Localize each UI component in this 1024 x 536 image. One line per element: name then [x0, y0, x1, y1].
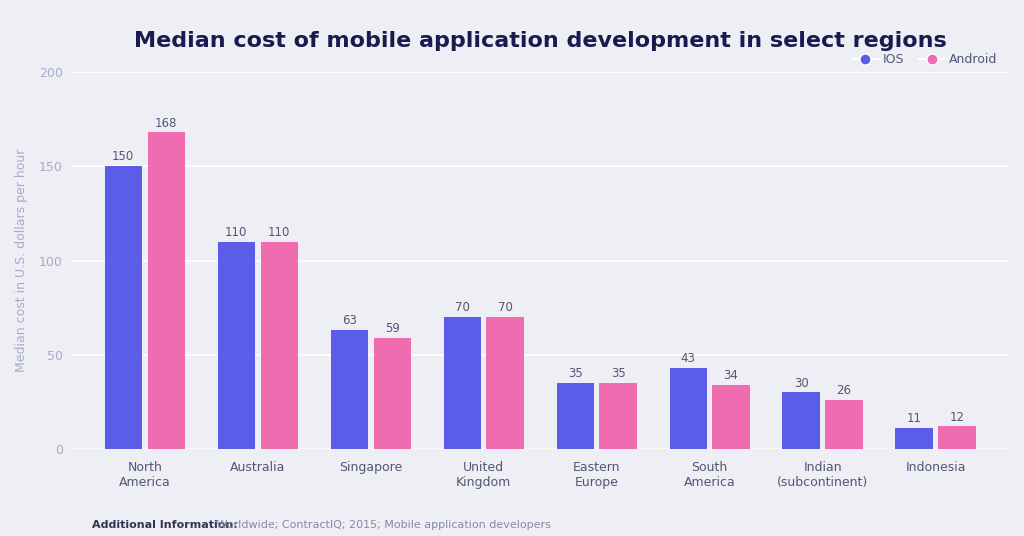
- Text: 110: 110: [268, 226, 291, 239]
- Text: 34: 34: [724, 369, 738, 382]
- Bar: [486, 317, 524, 449]
- Bar: [104, 166, 142, 449]
- Bar: [713, 385, 750, 449]
- Bar: [670, 368, 707, 449]
- Text: 43: 43: [681, 352, 695, 365]
- Bar: [556, 383, 594, 449]
- Text: 35: 35: [610, 367, 626, 380]
- Text: 59: 59: [385, 322, 399, 335]
- Bar: [895, 428, 933, 449]
- Bar: [147, 132, 185, 449]
- Bar: [825, 400, 862, 449]
- Title: Median cost of mobile application development in select regions: Median cost of mobile application develo…: [134, 31, 946, 51]
- Text: Worldwide; ContractIQ; 2015; Mobile application developers: Worldwide; ContractIQ; 2015; Mobile appl…: [213, 520, 551, 530]
- Text: 150: 150: [113, 151, 134, 163]
- Bar: [938, 427, 976, 449]
- Bar: [331, 330, 368, 449]
- Text: 11: 11: [906, 413, 922, 426]
- Bar: [599, 383, 637, 449]
- Bar: [443, 317, 481, 449]
- Text: 26: 26: [837, 384, 852, 397]
- Bar: [218, 242, 255, 449]
- Text: 70: 70: [455, 301, 470, 314]
- Text: 110: 110: [225, 226, 248, 239]
- Text: 63: 63: [342, 315, 356, 327]
- Legend: IOS, Android: IOS, Android: [848, 48, 1002, 71]
- Text: 168: 168: [155, 116, 177, 130]
- Text: 30: 30: [794, 377, 809, 390]
- Y-axis label: Median cost in U.S. dollars per hour: Median cost in U.S. dollars per hour: [15, 149, 28, 372]
- Bar: [260, 242, 298, 449]
- Text: Additional Information:: Additional Information:: [92, 520, 238, 530]
- Text: 70: 70: [498, 301, 513, 314]
- Bar: [782, 392, 820, 449]
- Bar: [374, 338, 411, 449]
- Text: 35: 35: [567, 367, 583, 380]
- Text: 12: 12: [949, 411, 965, 423]
